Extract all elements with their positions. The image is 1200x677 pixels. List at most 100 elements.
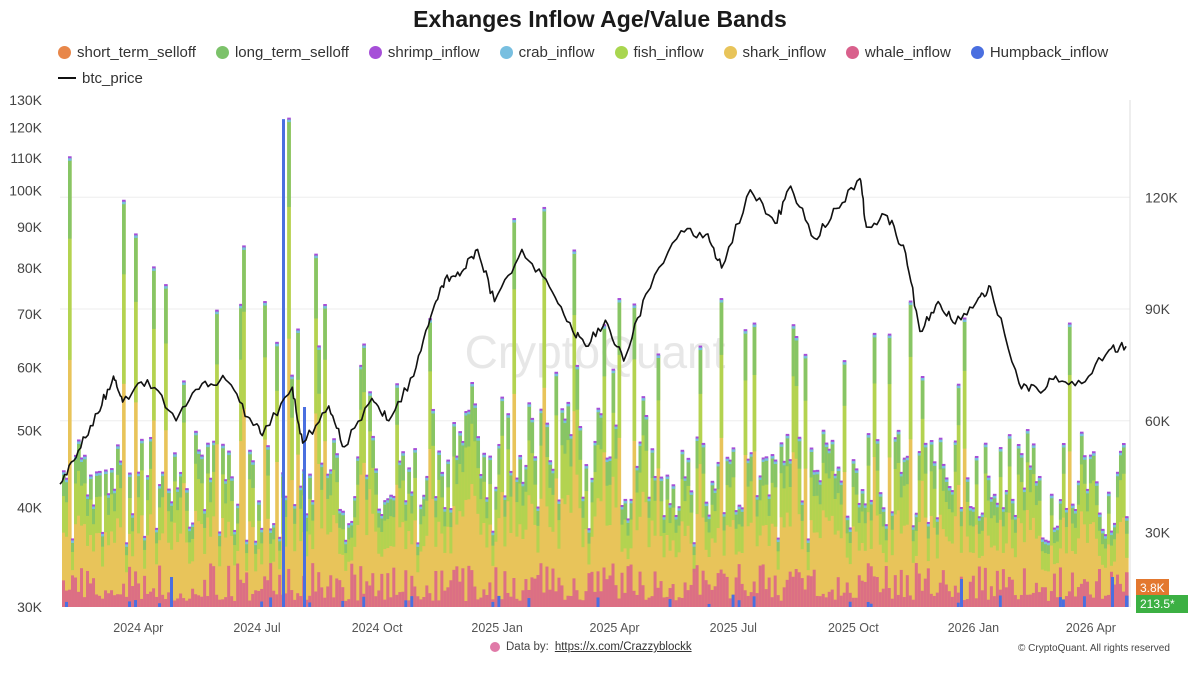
long-term-selloff-bar	[344, 541, 348, 554]
whale-inflow-bar	[716, 573, 721, 607]
shrimp-inflow-bar	[1028, 465, 1033, 468]
shrimp-inflow-bar	[1052, 527, 1057, 530]
crab-inflow-bar	[314, 255, 318, 259]
shrimp-inflow-bar	[290, 374, 294, 377]
fish-inflow-bar	[1001, 508, 1006, 553]
whale-inflow-bar	[140, 598, 144, 607]
fish-inflow-bar	[209, 479, 213, 537]
fish-inflow-bar	[680, 451, 685, 522]
crab-inflow-bar	[503, 496, 508, 500]
shrimp-inflow-bar	[311, 500, 315, 503]
crab-inflow-bar	[1067, 324, 1072, 328]
long-term-selloff-bar	[716, 463, 721, 490]
crab-inflow-bar	[707, 516, 712, 520]
long-term-selloff-bar	[248, 451, 252, 480]
crab-inflow-bar	[104, 471, 108, 475]
fish-inflow-bar	[311, 501, 315, 550]
shrimp-inflow-bar	[197, 449, 201, 452]
y-tick-label: 70K	[17, 306, 43, 322]
crab-inflow-bar	[578, 427, 583, 431]
source-icon	[490, 642, 500, 652]
crab-inflow-bar	[1091, 452, 1096, 456]
fish-inflow-bar	[1028, 466, 1033, 530]
whale-inflow-bar	[62, 580, 66, 607]
fish-inflow-bar	[776, 539, 781, 570]
shark-inflow-bar	[659, 478, 664, 607]
shark-inflow-bar	[482, 454, 487, 607]
whale-inflow-bar	[923, 578, 928, 607]
legend-item-whale_inflow[interactable]: whale_inflow	[845, 42, 951, 62]
whale-inflow-bar	[380, 573, 384, 607]
shark-inflow-bar	[959, 508, 964, 607]
shark-inflow-bar	[965, 478, 970, 607]
shrimp-inflow-bar	[713, 488, 718, 491]
shrimp-inflow-bar	[512, 218, 517, 221]
long-term-selloff-bar	[947, 487, 952, 510]
legend-item-long_term_selloff[interactable]: long_term_selloff	[215, 42, 349, 62]
crab-inflow-bar	[395, 384, 399, 388]
source-credit: Data by: https://x.com/Crazzyblockk	[490, 641, 692, 653]
copyright-text: © CryptoQuant. All rights reserved	[1018, 643, 1170, 654]
long-term-selloff-bar	[74, 456, 78, 484]
legend-item-shark_inflow[interactable]: shark_inflow	[723, 42, 826, 62]
fish-inflow-bar	[998, 448, 1003, 520]
fish-inflow-bar	[449, 509, 453, 554]
shrimp-inflow-bar	[746, 458, 751, 461]
shark-inflow-bar	[1079, 433, 1084, 607]
fish-inflow-bar	[260, 529, 264, 565]
crab-inflow-bar	[1025, 430, 1030, 434]
whale-inflow-bar	[368, 585, 372, 607]
shark-inflow-bar	[926, 523, 931, 607]
fish-inflow-bar	[845, 517, 850, 558]
legend-item-shrimp_inflow[interactable]: shrimp_inflow	[368, 42, 480, 62]
fish-inflow-bar	[842, 361, 847, 473]
shrimp-inflow-bar	[1094, 481, 1099, 484]
fish-inflow-bar	[1103, 535, 1108, 568]
long-term-selloff-bar	[350, 522, 354, 538]
humpback-inflow-bar	[1124, 595, 1129, 607]
shark-inflow-bar	[989, 498, 994, 607]
shark-inflow-bar	[905, 457, 910, 607]
whale-inflow-bar	[188, 598, 192, 607]
long-term-selloff-bar	[857, 504, 862, 523]
shrimp-inflow-bar	[704, 501, 709, 504]
legend-item-Humpback_inflow[interactable]: Humpback_inflow	[970, 42, 1108, 62]
long-term-selloff-bar	[164, 285, 168, 344]
fish-inflow-bar	[440, 473, 444, 534]
shrimp-inflow-bar	[770, 454, 775, 457]
shark-inflow-bar	[206, 444, 210, 607]
fish-inflow-bar	[86, 495, 90, 546]
crab-inflow-bar	[83, 456, 87, 460]
legend-item-fish_inflow[interactable]: fish_inflow	[614, 42, 704, 62]
y-tick-label: 90K	[17, 219, 43, 235]
long-term-selloff-bar	[113, 490, 117, 512]
shark-inflow-bar	[815, 471, 820, 607]
legend-item-short_term_selloff[interactable]: short_term_selloff	[58, 42, 196, 62]
long-term-selloff-bar	[581, 498, 586, 518]
source-link[interactable]: https://x.com/Crazzyblockk	[554, 641, 692, 653]
whale-inflow-bar	[479, 597, 484, 607]
fish-inflow-bar	[494, 488, 499, 542]
long-term-selloff-bar	[1079, 433, 1084, 465]
long-term-selloff-bar	[338, 510, 342, 528]
shrimp-inflow-bar	[134, 233, 138, 236]
shrimp-inflow-bar	[71, 538, 75, 541]
crab-inflow-bar	[272, 524, 276, 528]
shrimp-inflow-bar	[131, 513, 135, 516]
long-term-selloff-bar	[611, 370, 616, 413]
long-term-selloff-bar	[476, 437, 481, 469]
fish-inflow-bar	[488, 457, 493, 525]
crab-inflow-bar	[89, 476, 93, 480]
whale-inflow-bar	[746, 595, 751, 607]
crab-inflow-bar	[122, 201, 126, 205]
legend-item-btc_price[interactable]: btc_price	[58, 68, 143, 88]
long-term-selloff-bar	[392, 497, 396, 518]
shark-inflow-bar	[341, 512, 345, 607]
legend-item-crab_inflow[interactable]: crab_inflow	[499, 42, 595, 62]
long-term-selloff-bar	[365, 476, 369, 500]
shrimp-inflow-bar	[935, 517, 940, 520]
fish-inflow-bar	[452, 423, 456, 507]
shrimp-inflow-bar	[896, 429, 901, 432]
shark-inflow-bar	[992, 495, 997, 607]
fish-inflow-bar	[167, 490, 171, 543]
